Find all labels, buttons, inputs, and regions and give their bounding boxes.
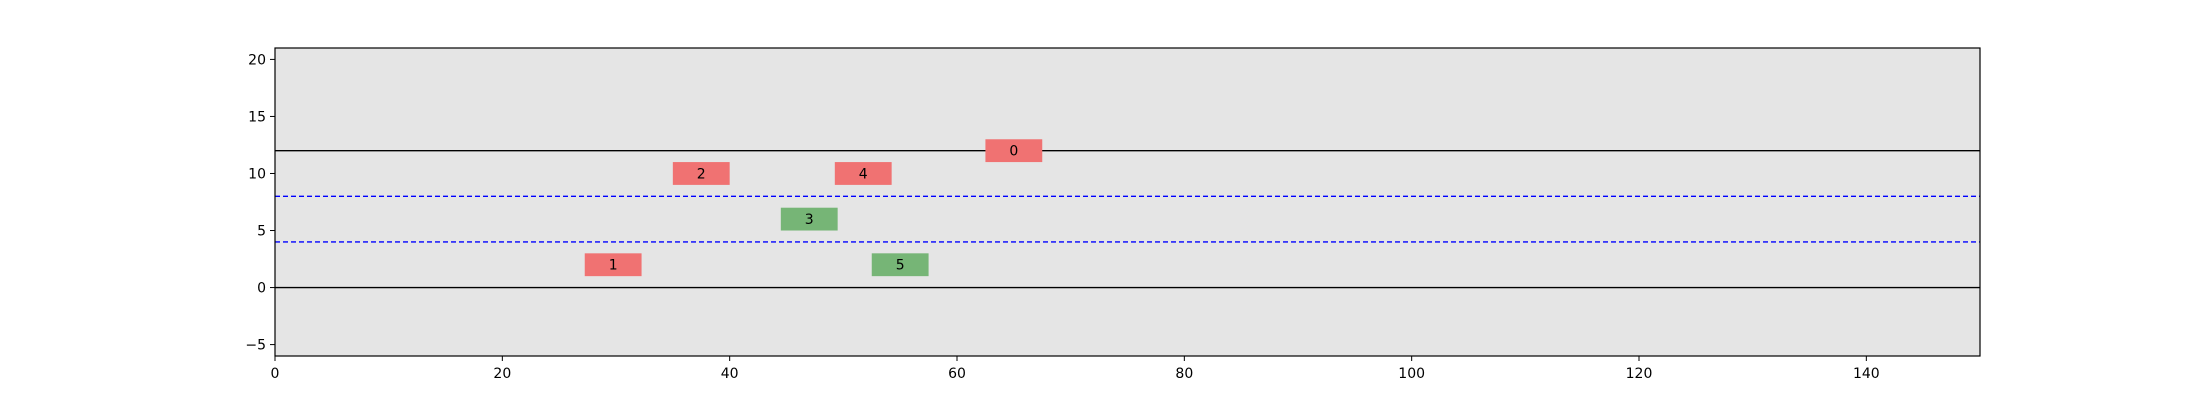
vehicle-rect — [871, 253, 929, 277]
vehicle-5: 5 — [871, 253, 929, 277]
x-tick-label: 0 — [271, 366, 280, 382]
y-tick-label: 20 — [248, 52, 266, 68]
plot-frame — [274, 47, 1981, 357]
y-tick-label: −5 — [245, 338, 266, 354]
x-tick-label: 60 — [948, 366, 966, 382]
vehicle-2: 2 — [672, 162, 730, 185]
x-tick-label: 140 — [1853, 366, 1880, 382]
vehicle-markers: 0 1 2 3 4 5 — [584, 139, 1043, 277]
vehicle-4: 4 — [834, 162, 892, 185]
x-tick-label: 40 — [721, 366, 739, 382]
x-tick-label: 100 — [1398, 366, 1425, 382]
x-tick-label: 120 — [1626, 366, 1653, 382]
x-axis: 0 20 40 60 80 100 120 140 — [271, 356, 1880, 382]
vehicle-rect — [780, 207, 838, 231]
vehicle-label: 4 — [859, 166, 868, 182]
plot-background — [275, 48, 1980, 356]
lane-lines — [275, 150, 1980, 289]
vehicle-rect — [672, 162, 730, 185]
vehicle-label: 1 — [609, 258, 618, 274]
vehicle-label: 3 — [805, 212, 814, 228]
vehicle-label: 5 — [896, 258, 905, 274]
x-tick-label: 20 — [493, 366, 511, 382]
y-tick-label: 0 — [257, 281, 266, 297]
vehicle-label: 0 — [1009, 144, 1018, 160]
y-axis: −5 0 5 10 15 20 — [245, 52, 275, 354]
vehicle-rect — [584, 253, 642, 277]
vehicle-label: 2 — [697, 166, 706, 182]
vehicle-rect — [834, 162, 892, 185]
vehicle-3: 3 — [780, 207, 838, 231]
y-tick-label: 10 — [248, 166, 266, 182]
y-tick-label: 15 — [248, 109, 266, 125]
y-tick-label: 5 — [257, 224, 266, 240]
vehicle-rect — [985, 139, 1043, 163]
vehicle-0: 0 — [985, 139, 1043, 163]
x-tick-label: 80 — [1175, 366, 1193, 382]
vehicle-1: 1 — [584, 253, 642, 277]
